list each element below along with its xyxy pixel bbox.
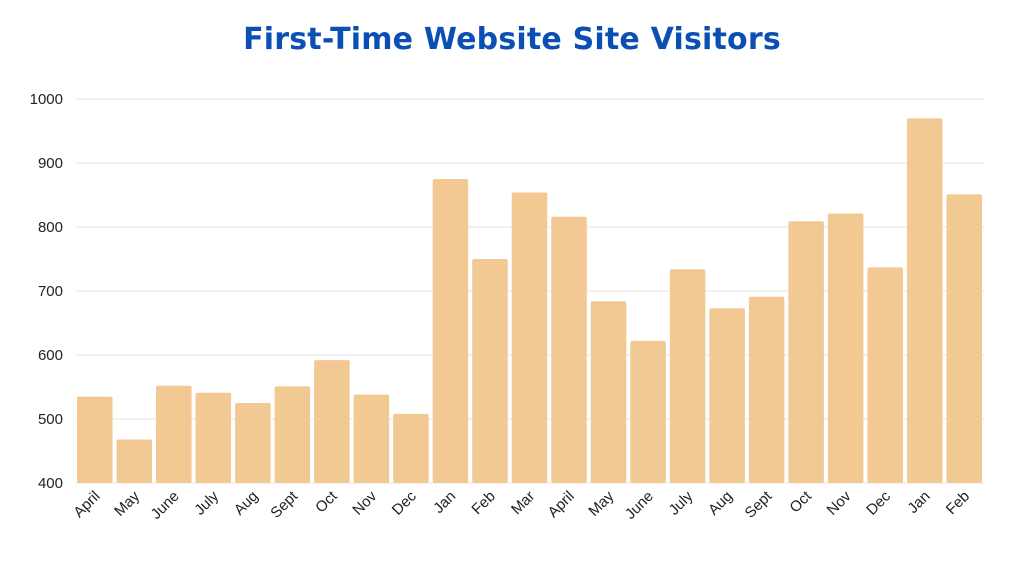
bar <box>867 267 903 483</box>
x-tick-label: Nov <box>824 487 855 518</box>
x-tick-label: Mar <box>508 488 538 518</box>
x-tick-label: Feb <box>469 488 499 518</box>
x-tick-label: Dec <box>389 487 420 518</box>
bar <box>195 392 232 483</box>
x-tick-label: May <box>111 487 143 519</box>
bar <box>77 396 113 483</box>
bar <box>432 179 469 483</box>
bar <box>551 216 587 483</box>
chart-title: First-Time Website Site Visitors <box>243 22 781 57</box>
bar <box>116 439 153 483</box>
x-tick-label: April <box>545 488 578 521</box>
x-tick-label: June <box>148 488 183 523</box>
y-axis-ticks: 400 500 600 700 800 900 1000 <box>30 91 63 492</box>
y-tick-label: 400 <box>38 475 63 492</box>
y-tick-label: 600 <box>38 347 63 364</box>
bar <box>274 386 311 483</box>
x-tick-label: June <box>622 488 657 523</box>
y-tick-label: 700 <box>38 283 63 300</box>
bar <box>669 269 706 483</box>
bar <box>393 413 429 483</box>
bars <box>77 118 982 484</box>
y-tick-label: 800 <box>38 219 63 236</box>
x-axis-labels: April May June July Aug Sept Oct Nov Dec Jan Feb Ma… <box>70 487 973 523</box>
x-tick-label: May <box>585 487 617 519</box>
bar <box>511 192 548 483</box>
x-tick-label: Oct <box>312 487 341 516</box>
x-tick-label: Jan <box>904 488 933 517</box>
bar <box>156 385 192 483</box>
x-tick-label: Sept <box>267 487 301 521</box>
x-tick-label: Feb <box>943 488 973 518</box>
bar <box>748 296 785 483</box>
x-tick-label: July <box>666 487 697 518</box>
bar <box>946 194 982 484</box>
x-tick-label: Nov <box>349 487 380 518</box>
y-tick-label: 1000 <box>30 91 63 108</box>
bar <box>590 301 627 483</box>
bar <box>472 259 508 483</box>
x-tick-label: Sept <box>742 487 776 521</box>
bar <box>709 308 745 483</box>
x-tick-label: Oct <box>786 487 815 516</box>
bar <box>906 118 943 483</box>
bar <box>630 340 666 483</box>
x-tick-label: Aug <box>705 488 736 519</box>
x-tick-label: Jan <box>430 488 459 517</box>
bar <box>827 213 864 483</box>
x-tick-label: Aug <box>231 488 262 519</box>
y-tick-label: 500 <box>38 411 63 428</box>
bar <box>235 403 271 483</box>
x-tick-label: July <box>191 487 222 518</box>
bar <box>788 221 824 484</box>
bar <box>314 360 350 483</box>
bar <box>353 394 390 483</box>
x-tick-label: Dec <box>863 487 894 518</box>
y-tick-label: 900 <box>38 155 63 172</box>
x-tick-label: April <box>70 488 103 521</box>
